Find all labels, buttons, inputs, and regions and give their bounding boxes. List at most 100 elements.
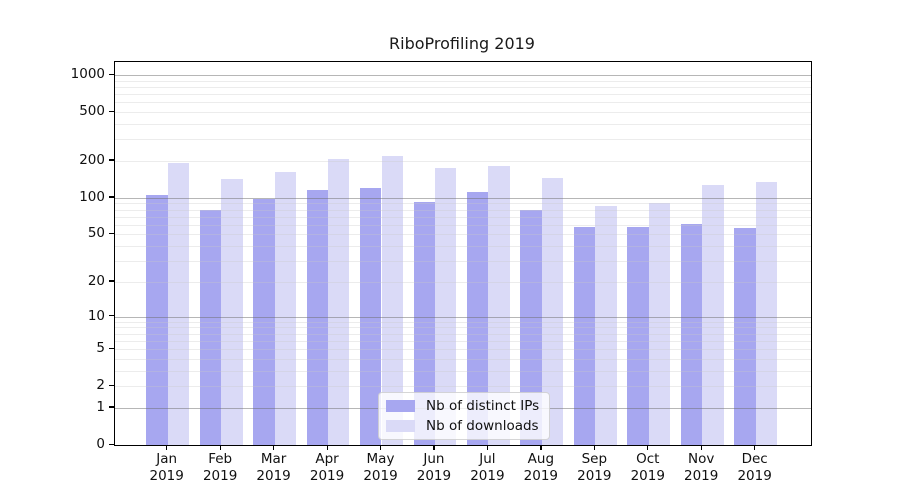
x-tick-jan: [166, 445, 168, 450]
y-tick-label-100: 100: [79, 188, 105, 205]
bar-downloads-nov: [702, 184, 724, 445]
gridline-minor-500: [115, 112, 811, 114]
x-tick-sep: [593, 445, 595, 450]
x-tick-label-apr: Apr 2019: [309, 451, 345, 484]
bar-downloads-aug: [541, 178, 564, 445]
legend: Nb of distinct IPs Nb of downloads: [378, 392, 551, 440]
y-tick-5: [109, 347, 114, 349]
y-tick-500: [109, 110, 114, 112]
bar-distinct-ips-mar: [253, 198, 275, 445]
x-tick-label-sep: Sep 2019: [577, 451, 612, 484]
x-tick-label-may: May 2019: [363, 451, 398, 484]
x-tick-label-oct: Oct 2019: [630, 451, 665, 484]
legend-swatch-distinct-ips: [386, 399, 415, 412]
bar-distinct-ips-sep: [573, 226, 596, 445]
y-tick-label-1: 1: [96, 398, 105, 415]
gridline-minor-6: [115, 340, 811, 342]
bar-downloads-dec: [755, 181, 778, 445]
bar-downloads-oct: [648, 202, 671, 445]
gridline-minor-200: [115, 160, 811, 162]
bar-distinct-ips-nov: [680, 223, 703, 445]
plot-area: Nb of distinct IPs Nb of downloads: [114, 61, 812, 446]
x-tick-label-feb: Feb 2019: [202, 451, 238, 484]
gridline-minor-800: [115, 86, 811, 88]
y-tick-label-2: 2: [96, 377, 105, 394]
x-tick-aug: [540, 445, 542, 450]
x-tick-label-jul: Jul 2019: [470, 451, 505, 484]
x-tick-label-mar: Mar 2019: [256, 451, 291, 484]
x-tick-label-aug: Aug 2019: [523, 451, 559, 484]
y-tick-label-10: 10: [87, 307, 105, 324]
gridline-minor-90: [115, 203, 811, 205]
y-tick-2: [109, 384, 114, 386]
x-tick-jul: [486, 445, 489, 450]
gridline-minor-3: [115, 370, 811, 372]
bar-distinct-ips-jul: [467, 192, 489, 445]
bar-downloads-jan: [167, 163, 190, 445]
gridline-minor-7: [115, 333, 811, 335]
x-tick-label-dec: Dec 2019: [737, 451, 772, 484]
y-tick-10: [109, 315, 114, 317]
legend-label-distinct-ips: Nb of distinct IPs: [426, 397, 540, 414]
y-tick-label-1000: 1000: [70, 66, 105, 82]
gridline-minor-900: [115, 80, 811, 82]
bar-distinct-ips-feb: [199, 210, 222, 445]
bar-distinct-ips-oct: [627, 226, 649, 445]
gridline-minor-50: [115, 234, 811, 236]
x-tick-mar: [273, 445, 275, 450]
gridline-minor-8: [115, 327, 811, 329]
y-tick-label-0: 0: [96, 436, 105, 452]
gridline-minor-70: [115, 216, 811, 218]
y-tick-100: [109, 196, 114, 198]
x-tick-apr: [326, 445, 328, 450]
x-tick-label-nov: Nov 2019: [684, 451, 719, 484]
x-tick-dec: [754, 445, 756, 450]
gridline-major-100: [115, 197, 811, 199]
gridline-minor-80: [115, 209, 811, 211]
x-tick-may: [380, 445, 382, 450]
y-tick-label-50: 50: [87, 225, 105, 242]
y-tick-label-5: 5: [96, 340, 105, 357]
gridline-major-1000: [115, 75, 811, 76]
x-tick-label-jun: Jun 2019: [416, 451, 452, 484]
bar-distinct-ips-aug: [520, 210, 542, 445]
x-tick-label-jan: Jan 2019: [149, 451, 184, 484]
bar-downloads-jul: [488, 166, 510, 445]
y-tick-50: [109, 232, 114, 235]
x-tick-oct: [647, 445, 649, 450]
x-tick-feb: [219, 445, 221, 450]
bar-distinct-ips-jan: [146, 194, 168, 445]
gridline-minor-300: [115, 139, 811, 141]
bar-downloads-apr: [328, 158, 350, 445]
bar-downloads-feb: [221, 178, 243, 445]
gridline-minor-9: [115, 321, 811, 323]
gridline-minor-60: [115, 224, 811, 226]
bar-downloads-mar: [274, 171, 296, 445]
bar-downloads-sep: [595, 206, 617, 445]
gridline-minor-5: [115, 349, 811, 351]
y-tick-label-20: 20: [87, 272, 105, 289]
gridline-minor-2: [115, 386, 811, 388]
y-tick-20: [109, 280, 114, 282]
gridline-minor-600: [115, 102, 811, 104]
gridline-major-10: [115, 316, 811, 318]
bar-downloads-may: [381, 155, 403, 445]
bar-downloads-jun: [434, 168, 457, 445]
x-tick-jun: [433, 445, 435, 450]
legend-swatch-downloads: [386, 419, 415, 432]
chart-title: RiboProfiling 2019: [389, 34, 535, 53]
gridline-minor-4: [115, 358, 811, 360]
gridline-minor-40: [115, 246, 811, 248]
legend-entry-distinct-ips: Nb of distinct IPs: [386, 397, 539, 414]
y-tick-label-200: 200: [79, 151, 105, 168]
legend-label-downloads: Nb of downloads: [426, 417, 539, 434]
gridline-minor-700: [115, 94, 811, 96]
legend-entry-downloads: Nb of downloads: [386, 417, 539, 434]
y-tick-200: [109, 159, 114, 161]
x-tick-nov: [700, 445, 702, 450]
gridline-minor-20: [115, 281, 811, 283]
y-tick-1: [109, 406, 114, 408]
gridline-minor-400: [115, 123, 811, 125]
bar-distinct-ips-may: [360, 187, 382, 445]
